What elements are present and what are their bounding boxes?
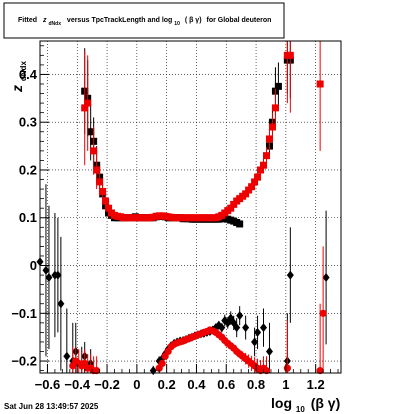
data-point — [260, 161, 268, 169]
data-point — [81, 104, 89, 112]
data-point — [102, 197, 110, 205]
data-point — [57, 299, 65, 309]
y-tick-label-1: −0.1 — [11, 306, 37, 321]
y-tick-label-6: 0.4 — [19, 67, 38, 82]
x-tick-label-7: 0.8 — [247, 377, 265, 392]
data-point — [93, 367, 101, 375]
y-tick-label-5: 0.3 — [19, 115, 37, 130]
y-tick-label-4: 0.2 — [19, 162, 37, 177]
data-point — [236, 311, 244, 321]
x-axis-label-main: log — [271, 395, 292, 411]
data-point — [42, 265, 50, 275]
y-tick-label-0: −0.2 — [11, 354, 37, 369]
data-point — [254, 327, 262, 337]
data-point — [265, 347, 273, 357]
data-point — [262, 367, 271, 375]
data-point — [233, 323, 241, 333]
y-axis-label-sub: dNdx — [19, 61, 28, 82]
title-z-sub: dNdx — [48, 21, 61, 27]
timestamp: Sat Jun 28 13:49:57 2025 — [4, 402, 99, 411]
data-point — [105, 204, 113, 212]
data-point — [227, 204, 235, 212]
series-1-red-square — [81, 41, 324, 222]
data-point — [45, 272, 53, 282]
series-3-red-circle — [69, 246, 327, 375]
data-point — [286, 270, 294, 280]
x-tick-label-2: −0.2 — [94, 377, 120, 392]
data-point — [242, 190, 250, 198]
plot-frame — [39, 40, 342, 374]
x-tick-label-1: −0.4 — [64, 377, 90, 392]
title-box-frame — [3, 2, 285, 39]
title-bg: ( β γ) — [185, 17, 202, 24]
data-point — [87, 128, 95, 136]
data-point — [251, 178, 259, 186]
data-point — [283, 364, 291, 372]
chart-title: Fitted z dNdx versus TpcTrackLength and … — [18, 17, 271, 27]
data-point — [93, 166, 101, 174]
data-point — [242, 323, 250, 333]
data-point — [54, 270, 62, 280]
data-point — [158, 359, 166, 368]
y-tick-label-2: 0 — [30, 258, 37, 273]
data-point — [262, 152, 270, 160]
title-middle: versus TpcTrackLength and log — [67, 17, 172, 24]
x-tick-label-3: 0 — [133, 377, 140, 392]
x-tick-label-0: −0.6 — [35, 377, 61, 392]
x-tick-label-9: 1.2 — [307, 377, 325, 392]
data-point — [63, 351, 71, 361]
x-tick-label-8: 1 — [282, 377, 289, 392]
x-tick-label-4: 0.2 — [158, 377, 176, 392]
data-point — [322, 272, 330, 282]
data-point — [236, 220, 244, 228]
data-point — [260, 323, 268, 333]
data-point — [96, 178, 104, 186]
data-point — [90, 147, 98, 155]
data-point — [254, 173, 262, 181]
y-axis-label-z: z — [9, 85, 25, 93]
title-suffix: for Global deuteron — [206, 17, 271, 24]
data-point — [274, 82, 282, 90]
x-axis-label-tail: (β γ) — [311, 395, 341, 411]
data-point — [268, 123, 276, 131]
data-point — [319, 309, 327, 317]
data-point — [265, 135, 273, 143]
data-point — [84, 99, 92, 107]
title-z: z — [42, 17, 47, 24]
x-tick-label-6: 0.6 — [217, 377, 235, 392]
x-tick-labels: −0.6 −0.4 −0.2 0 0.2 0.4 0.6 0.8 1 1.2 — [35, 377, 325, 392]
data-point — [257, 166, 265, 174]
x-tick-label-5: 0.4 — [187, 377, 206, 392]
data-point — [316, 367, 324, 375]
data-point — [248, 183, 256, 191]
data-point — [251, 337, 259, 347]
data-point — [286, 51, 294, 59]
data-series — [36, 41, 330, 376]
title-log-sub: 10 — [174, 21, 180, 27]
title-prefix: Fitted — [18, 17, 37, 24]
x-axis-label-sub: 10 — [296, 405, 305, 414]
x-axis-label: log 10 (β γ) — [271, 395, 340, 414]
data-point — [316, 80, 324, 88]
data-point — [271, 104, 279, 112]
y-tick-label-3: 0.1 — [19, 210, 37, 225]
axis-ticks — [40, 45, 339, 373]
data-point — [99, 187, 107, 195]
data-point — [218, 323, 226, 333]
title-box: Fitted z dNdx versus TpcTrackLength and … — [3, 2, 285, 39]
y-axis-label: z dNdx — [9, 61, 28, 93]
y-tick-labels: −0.2 −0.1 0 0.1 0.2 0.3 0.4 — [11, 67, 37, 369]
